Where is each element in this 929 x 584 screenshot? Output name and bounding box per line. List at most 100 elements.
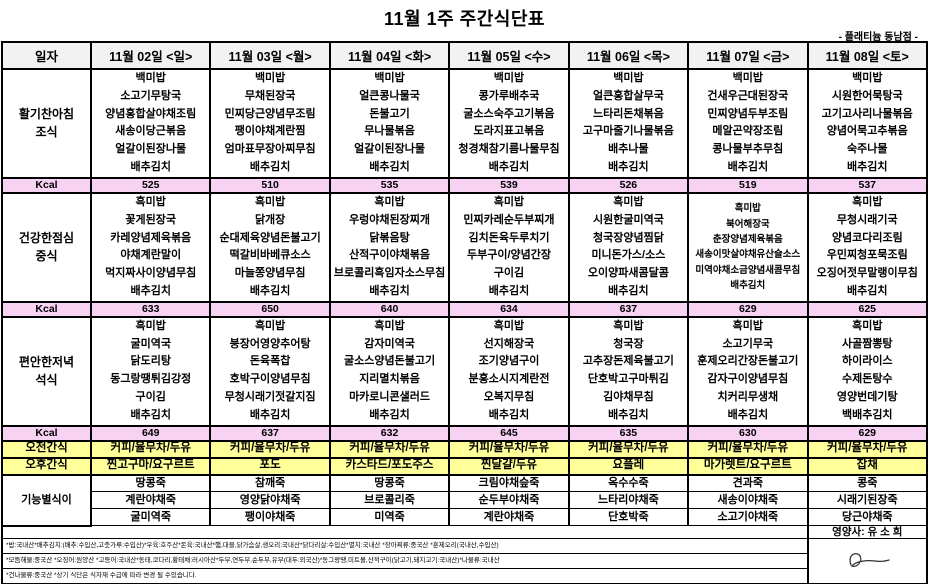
footnote-row-3: *건나물류:중국산 *상기 식단은 식자재 수급에 따라 변경 될 수있습니다. <box>1 568 927 584</box>
functional-2-sun: 계란야채죽 <box>89 491 212 510</box>
dinner-kcal-sun: 649 <box>89 424 212 442</box>
functional-3-wed: 계란야채죽 <box>448 508 570 527</box>
lunch-menu-fri: 흑미밥 북어해장국 춘장양념제육볶음 새송이맛살야채유산슬소스 미역야채소금양념… <box>687 191 809 303</box>
day-header-tue: 11월 04일 <화> <box>328 41 451 70</box>
afternoon-snack-sat: 잡채 <box>806 456 929 476</box>
lunch-kcal-fri: 629 <box>687 300 809 318</box>
meal-plan-table: 일자 11월 02일 <일> 11월 03일 <월> 11월 04일 <화> 1… <box>1 41 929 584</box>
functional-2-fri: 새송이야채죽 <box>687 491 809 510</box>
lunch-row: 건강한점심 중식 흑미밥 꽃게된장국 카레양념제육볶음 야채계란말이 먹지짜사이… <box>1 191 929 303</box>
lunch-menu-sun: 흑미밥 꽃게된장국 카레양념제육볶음 야채계란말이 먹지짜사이양념무침 배추김치 <box>89 191 212 303</box>
functional-2-mon: 영양닭야채죽 <box>209 491 331 510</box>
functional-row-1: 기능별식이 땅콩죽 참깨죽 땅콩죽 크림야채슾죽 옥수수죽 견과죽 콩죽 <box>1 473 929 527</box>
functional-label: 기능별식이 <box>1 474 92 527</box>
lunch-menu-mon: 흑미밥 닭개장 순대제육양념돈불고기 떡갈비바베큐소스 마늘쫑양념무침 배추김치 <box>209 191 331 303</box>
afternoon-snack-thu: 요플레 <box>567 456 690 476</box>
functional-2-sat: 시래기된장죽 <box>806 491 929 510</box>
dinner-menu-mon: 흑미밥 붕장어영양추어탕 돈육폭찹 호박구이양념무침 무청시래기젓갈지짐 배추김… <box>209 315 331 427</box>
page-title: 11월 1주 주간식단표 <box>384 9 545 29</box>
morning-snack-thu: 커피/율무차/두유 <box>567 439 690 459</box>
date-label: 일자 <box>1 41 92 70</box>
functional-3-fri: 소고기야채죽 <box>687 508 809 527</box>
breakfast-menu-mon: 백미밥 무채된장국 민찌당근양념무조림 팽이야채계란찜 엄마표무장아찌무침 배추… <box>209 68 331 179</box>
functional-3-thu: 단호박죽 <box>567 508 690 527</box>
morning-snack-sat: 커피/율무차/두유 <box>806 439 929 459</box>
dinner-kcal-fri: 630 <box>687 424 809 442</box>
breakfast-menu-sun: 백미밥 소고기무탕국 양념홍합살야채조림 새송이당근볶음 얼갈이된장나물 배추김… <box>89 68 212 179</box>
origin-note-2: *모듬해물:중국산 *오징어:원양산 *고등어:국내산*동태,코다리,황태채:러… <box>1 553 809 570</box>
breakfast-menu-sat: 백미밥 시원한어묵탕국 고기고사리나물볶음 양념어묵고추볶음 숙주나물 배추김치 <box>806 68 929 179</box>
functional-3-sat: 당근야채죽 <box>806 508 929 527</box>
lunch-menu-thu: 흑미밥 시원한굴미역국 청국장양념찜닭 미니돈가스/소스 오이양파새콤달콤 배추… <box>567 191 690 303</box>
functional-2-tue: 브로콜리죽 <box>328 491 451 510</box>
origin-note-3: *건나물류:중국산 *상기 식단은 식자재 수급에 따라 변경 될 수있습니다. <box>1 568 809 584</box>
footnote-row-1: *밥:국내산*배추김치:(배추:수입산,고춧가루:수입산)*우육:호주산*돈육:… <box>1 538 929 584</box>
afternoon-snack-label: 오후간식 <box>1 456 92 476</box>
morning-snack-tue: 커피/율무차/두유 <box>328 439 451 459</box>
signature-cell <box>806 538 929 584</box>
breakfast-kcal-row: Kcal 525 510 535 539 526 519 537 <box>1 176 929 194</box>
kcal-label: Kcal <box>1 424 92 442</box>
day-header-thu: 11월 06일 <목> <box>567 41 690 70</box>
functional-row-3: 굴미역죽 팽이야채죽 미역죽 계란야채죽 단호박죽 소고기야채죽 당근야채죽 <box>2 508 929 527</box>
kcal-label: Kcal <box>1 300 92 318</box>
breakfast-kcal-sun: 525 <box>89 176 212 194</box>
origin-note-1: *밥:국내산*배추김치:(배추:수입산,고춧가루:수입산)*우육:호주산*돈육:… <box>1 538 809 555</box>
dinner-kcal-wed: 645 <box>448 424 570 442</box>
lunch-label: 건강한점심 중식 <box>1 191 92 303</box>
breakfast-kcal-tue: 535 <box>328 176 451 194</box>
dinner-kcal-sat: 629 <box>806 424 929 442</box>
dinner-row: 편안한저녁 석식 흑미밥 굴미역국 닭도리탕 동그랑땡튀김강정 구이김 배추김치… <box>1 315 929 427</box>
dinner-kcal-thu: 635 <box>567 424 690 442</box>
functional-3-sun: 굴미역죽 <box>89 508 212 527</box>
afternoon-snack-fri: 마가렛트/요구르트 <box>687 456 809 476</box>
day-header-sat: 11월 08일 <토> <box>806 41 929 70</box>
kcal-label: Kcal <box>1 176 92 194</box>
dietitian-row: 영양사: 유 소 희 <box>1 525 929 540</box>
functional-2-wed: 순두부야채죽 <box>448 491 570 510</box>
afternoon-snack-row: 오후간식 찐고구마/요구르트 포도 카스타드/포도주스 찐달걀/두유 요플레 마… <box>1 456 929 476</box>
functional-1-sat: 콩죽 <box>806 473 929 493</box>
breakfast-row: 활기찬아침 조식 백미밥 소고기무탕국 양념홍합살야채조림 새송이당근볶음 얼갈… <box>1 68 929 179</box>
morning-snack-row: 오전간식 커피/율무차/두유 커피/율무차/두유 커피/율무차/두유 커피/율무… <box>1 439 929 459</box>
breakfast-kcal-sat: 537 <box>806 176 929 194</box>
breakfast-menu-thu: 백미밥 얼큰홍합살무국 느타리돈채볶음 고구마줄기나물볶음 배추나물 배추김치 <box>567 68 690 179</box>
dinner-label: 편안한저녁 석식 <box>1 315 92 427</box>
functional-1-tue: 땅콩죽 <box>328 473 451 493</box>
dinner-menu-sun: 흑미밥 굴미역국 닭도리탕 동그랑땡튀김강정 구이김 배추김치 <box>89 315 212 427</box>
lunch-menu-sat: 흑미밥 무청시래기국 양념코다리조림 우민찌청포묵조림 오징어젓무말랭이무침 배… <box>806 191 929 303</box>
dietitian-name: 영양사: 유 소 희 <box>806 525 929 540</box>
lunch-kcal-thu: 637 <box>567 300 690 318</box>
breakfast-menu-fri: 백미밥 건새우근대된장국 민찌양념두부조림 메알곤약장조림 콩나물부추무침 배추… <box>687 68 809 179</box>
dinner-kcal-row: Kcal 649 637 632 645 635 630 629 <box>1 424 929 442</box>
lunch-kcal-wed: 634 <box>448 300 570 318</box>
footer-spacer <box>1 525 809 540</box>
afternoon-snack-mon: 포도 <box>209 456 331 476</box>
dinner-kcal-mon: 637 <box>209 424 331 442</box>
day-header-mon: 11월 03일 <월> <box>209 41 331 70</box>
functional-1-fri: 견과죽 <box>687 473 809 493</box>
signature-scribble-icon <box>810 548 925 574</box>
breakfast-kcal-fri: 519 <box>687 176 809 194</box>
morning-snack-fri: 커피/율무차/두유 <box>687 439 809 459</box>
dinner-menu-thu: 흑미밥 청국장 고추장돈제육불고기 단호박고구마튀김 김야채무침 배추김치 <box>567 315 690 427</box>
afternoon-snack-tue: 카스타드/포도주스 <box>328 456 451 476</box>
breakfast-menu-tue: 백미밥 얼큰콩나물국 돈불고기 무나물볶음 얼갈이된장나물 배추김치 <box>328 68 451 179</box>
functional-1-wed: 크림야채슾죽 <box>448 473 570 493</box>
lunch-kcal-mon: 650 <box>209 300 331 318</box>
breakfast-kcal-wed: 539 <box>448 176 570 194</box>
afternoon-snack-sun: 찐고구마/요구르트 <box>89 456 212 476</box>
functional-1-thu: 옥수수죽 <box>567 473 690 493</box>
lunch-kcal-tue: 640 <box>328 300 451 318</box>
lunch-kcal-sun: 633 <box>89 300 212 318</box>
functional-2-thu: 느타리야채죽 <box>567 491 690 510</box>
breakfast-kcal-mon: 510 <box>209 176 331 194</box>
functional-3-mon: 팽이야채죽 <box>209 508 331 527</box>
functional-3-tue: 미역죽 <box>328 508 451 527</box>
dinner-menu-fri: 흑미밥 소고기무국 훈제오리간장돈불고기 감자구이양념무침 치커리무생채 배추김… <box>687 315 809 427</box>
afternoon-snack-wed: 찐달걀/두유 <box>448 456 570 476</box>
morning-snack-wed: 커피/율무차/두유 <box>448 439 570 459</box>
functional-1-sun: 땅콩죽 <box>89 473 212 493</box>
breakfast-menu-wed: 백미밥 콩가루배추국 굴소스숙주고기볶음 도라지표고볶음 청경채참기름나물무침 … <box>448 68 570 179</box>
